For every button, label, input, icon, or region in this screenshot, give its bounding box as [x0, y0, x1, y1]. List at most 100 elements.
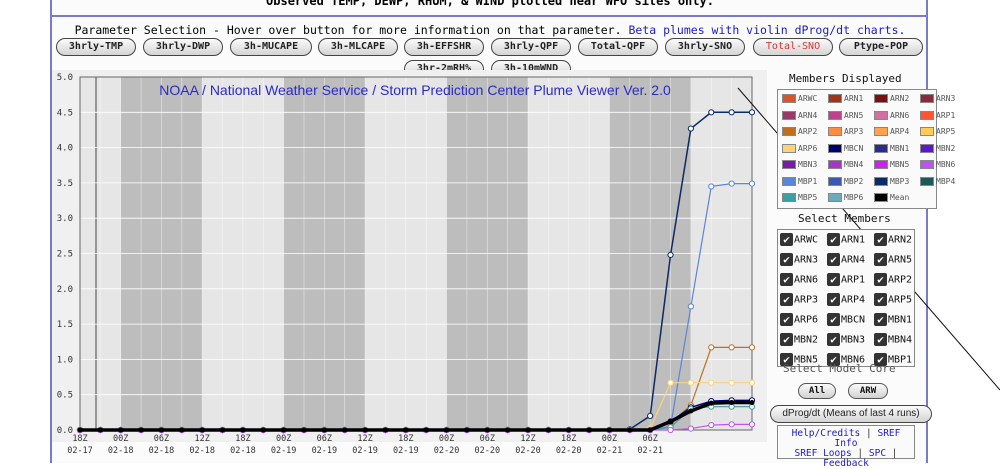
legend-item-arp3: ARP3: [828, 127, 863, 136]
data-point: [708, 400, 714, 406]
member-checkbox-arp4[interactable]: ✔ ARP4: [827, 293, 865, 306]
param-button-3hrly-dwp[interactable]: 3hrly-DWP: [143, 38, 223, 56]
member-checkbox-mbn2[interactable]: ✔ MBN2: [780, 333, 818, 346]
legend-item-mbcn: MBCN: [828, 143, 863, 153]
param-button-3h-effshr[interactable]: 3h-EFFSHR: [404, 38, 484, 56]
param-button-3hrly-qpf[interactable]: 3hrly-QPF: [491, 38, 571, 56]
member-checkbox-arp5[interactable]: ✔ ARP5: [874, 293, 912, 306]
param-button-3h-mlcape[interactable]: 3h-MLCAPE: [318, 38, 398, 56]
member-checkbox-mbcn[interactable]: ✔ MBCN: [827, 313, 865, 326]
member-label: ARP3: [794, 294, 819, 306]
data-point: [748, 379, 756, 386]
data-point: [545, 427, 551, 433]
legend-item-mbn1: MBN1: [874, 143, 910, 153]
member-checkbox-mbn1[interactable]: ✔ MBN1: [874, 313, 912, 326]
legend-item-mbn3: MBN3: [782, 160, 817, 169]
member-checkbox-arn1[interactable]: ✔ ARN1: [827, 233, 865, 246]
member-checkbox-arwc[interactable]: ✔ ARWC: [780, 233, 818, 246]
data-point: [586, 427, 592, 433]
member-label: MBN2: [794, 334, 819, 346]
legend-item-mbn5: MBN5: [874, 160, 909, 169]
data-point: [525, 427, 531, 433]
sref-loops-link[interactable]: SREF Loops: [794, 448, 852, 459]
spc-link[interactable]: SPC: [868, 448, 887, 459]
legend-item-arn5: ARN5: [828, 110, 863, 120]
y-tick-label: 4.5: [57, 108, 73, 118]
select-all-button[interactable]: All: [798, 383, 836, 399]
param-button-3hrly-sno[interactable]: 3hrly-SNO: [665, 38, 745, 56]
member-label: ARN6: [794, 274, 819, 286]
checkmark-icon: ✔: [874, 333, 887, 346]
x-tick-hour: 12Z: [195, 434, 210, 444]
x-tick-date: 02-21: [637, 446, 663, 456]
x-tick-date: 02-19: [393, 446, 419, 456]
x-tick-hour: 00Z: [113, 434, 128, 444]
legend-item-mbp6: MBP6: [828, 193, 863, 202]
legend-item-arp6: ARP6: [782, 143, 817, 153]
data-point: [728, 344, 735, 351]
beta-plumes-link[interactable]: Beta plumes with violin dProg/dt charts.: [628, 23, 906, 37]
member-checkbox-arn5[interactable]: ✔ ARN5: [874, 253, 912, 266]
y-tick-label: 3.5: [57, 179, 73, 189]
param-button-total-qpf[interactable]: Total-QPF: [578, 38, 658, 56]
member-checkbox-arn3[interactable]: ✔ ARN3: [780, 253, 818, 266]
param-button-ptype-pop[interactable]: Ptype-POP: [839, 38, 923, 56]
y-tick-label: 0.0: [57, 426, 73, 436]
member-checkbox-arn2[interactable]: ✔ ARN2: [874, 233, 912, 246]
param-button-3hrly-tmp[interactable]: 3hrly-TMP: [56, 38, 136, 56]
member-checkbox-mbn6[interactable]: ✔ MBN6: [827, 353, 865, 366]
header-top-line: Observed TEMP, DEWP, RHUM, & WIND plotte…: [266, 0, 714, 8]
legend-label: MBN3: [798, 160, 818, 169]
help-credits-link[interactable]: Help/Credits: [791, 428, 861, 439]
member-checkbox-arn6[interactable]: ✔ ARN6: [780, 273, 818, 286]
legend-label: ARN1: [844, 94, 864, 103]
member-checkbox-arn4[interactable]: ✔ ARN4: [827, 253, 865, 266]
legend-item-mbp2: MBP2: [828, 176, 863, 186]
x-tick-date: 02-20: [474, 446, 500, 456]
feedback-link[interactable]: Feedback: [823, 458, 869, 469]
data-point: [566, 427, 572, 433]
member-label: MBN1: [888, 314, 913, 326]
dprog-dt-button[interactable]: dProg/dt (Means of last 4 runs): [770, 405, 932, 423]
legend-item-arn6: ARN6: [874, 110, 909, 120]
legend-item-arp5: ARP5: [920, 127, 955, 136]
legend-label: MBN1: [890, 143, 910, 153]
legend-label: ARN4: [798, 110, 818, 120]
data-point: [728, 180, 735, 187]
member-label: ARP2: [888, 274, 913, 286]
legend-swatch: [828, 110, 842, 120]
x-tick-date: 02-20: [556, 446, 582, 456]
data-point: [362, 427, 368, 433]
legend-swatch: [874, 110, 888, 120]
data-point: [199, 427, 205, 433]
member-checkbox-arp3[interactable]: ✔ ARP3: [780, 293, 818, 306]
checkmark-icon: ✔: [874, 313, 887, 326]
legend-item-arn3: ARN3: [920, 94, 955, 103]
legend-item-arp1: ARP1: [920, 110, 955, 120]
data-point: [728, 379, 735, 386]
member-checkbox-mbn3[interactable]: ✔ MBN3: [827, 333, 865, 346]
data-point: [687, 425, 695, 432]
data-point: [748, 421, 756, 428]
legend-swatch: [828, 193, 842, 202]
member-checkbox-arp2[interactable]: ✔ ARP2: [874, 273, 912, 286]
member-checkbox-arp6[interactable]: ✔ ARP6: [780, 313, 818, 326]
x-tick-date: 02-19: [312, 446, 338, 456]
chart-grid: [79, 76, 753, 431]
member-checkbox-mbn4[interactable]: ✔ MBN4: [874, 333, 912, 346]
param-button-3h-mucape[interactable]: 3h-MUCAPE: [230, 38, 312, 56]
member-checkbox-mbn5[interactable]: ✔ MBN5: [780, 353, 818, 366]
legend-item-arn1: ARN1: [828, 94, 863, 103]
data-point: [647, 412, 654, 419]
sref-info-link[interactable]: SREF Info: [834, 428, 901, 449]
legend-swatch: [782, 127, 796, 136]
data-point: [505, 427, 511, 433]
select-arw-button[interactable]: ARW: [848, 383, 888, 399]
checkmark-icon: ✔: [780, 273, 793, 286]
param-button-total-sno[interactable]: Total-SNO: [753, 38, 833, 56]
legend-swatch: [920, 143, 934, 153]
member-checkbox-arp1[interactable]: ✔ ARP1: [827, 273, 865, 286]
data-point: [708, 421, 715, 429]
member-label: ARN5: [888, 254, 913, 266]
member-checkbox-mbp1[interactable]: ✔ MBP1: [874, 353, 912, 366]
